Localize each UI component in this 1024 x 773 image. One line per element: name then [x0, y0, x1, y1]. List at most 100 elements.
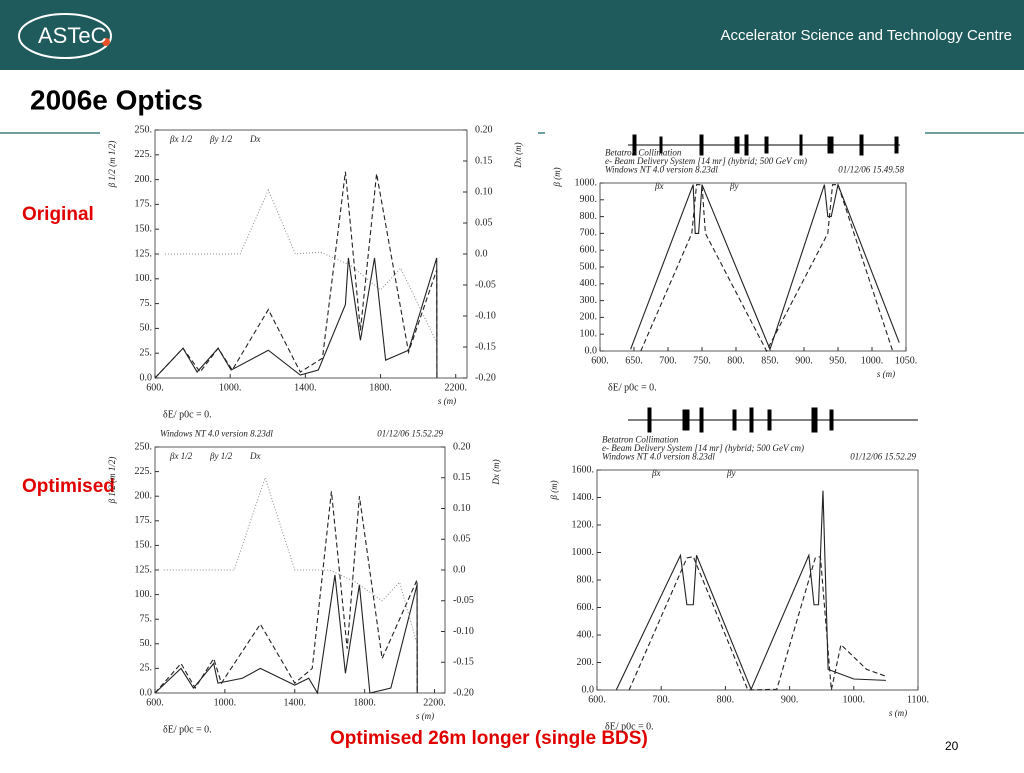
series-line — [154, 491, 418, 694]
y-tick-label: 250. — [135, 441, 153, 452]
series-line — [640, 184, 893, 353]
series-line — [154, 257, 438, 379]
chart-header: Windows NT 4.0 version 8.23dl — [602, 452, 715, 462]
x-tick-label: 800. — [727, 355, 745, 366]
legend-label: Dx — [249, 451, 261, 461]
y2-tick-label: 0.15 — [453, 472, 471, 483]
y-axis-label: β (m) — [552, 167, 562, 187]
chart-header: Betatron Collimation — [602, 435, 679, 445]
y-tick-label: 225. — [135, 466, 153, 477]
y-tick-label: 100. — [135, 273, 153, 284]
series-line — [628, 555, 887, 691]
y-tick-label: 200. — [135, 490, 153, 501]
x-tick-label: 1000. — [861, 355, 884, 366]
timestamp: 01/12/06 15.52.29 — [850, 452, 916, 462]
x-tick-label: 800. — [717, 694, 735, 705]
y-tick-label: 175. — [135, 199, 153, 210]
x-tick-label: 2200. — [444, 382, 467, 393]
legend-label: Dx — [249, 134, 261, 144]
y-axis-label: β 1/2 (m 1/2) — [107, 457, 117, 505]
y-tick-label: 1000. — [575, 177, 598, 188]
series-line — [154, 574, 418, 695]
x-tick-label: 1050. — [895, 355, 918, 366]
x-tick-label: 950. — [829, 355, 847, 366]
legend-label: βy 1/2 — [209, 134, 233, 144]
x-tick-label: 900. — [795, 355, 813, 366]
y-tick-label: 25. — [140, 347, 153, 358]
legend-label: βy — [729, 181, 738, 191]
y-tick-label: 0.0 — [585, 345, 598, 356]
y-tick-label: 600. — [577, 602, 595, 613]
y-tick-label: 200. — [577, 657, 595, 668]
x-tick-label: 900. — [781, 694, 799, 705]
y2-tick-label: -0.15 — [475, 341, 496, 352]
y-tick-label: 0.0 — [140, 372, 153, 383]
y-tick-label: 200. — [135, 174, 153, 185]
y-tick-label: 600. — [580, 244, 598, 255]
y2-tick-label: 0.05 — [453, 534, 471, 545]
y-tick-label: 1000. — [572, 547, 595, 558]
chart-header: Windows NT 4.0 version 8.23dl — [605, 165, 718, 175]
x-tick-label: 1800. — [353, 697, 376, 708]
x-tick-label: 600. — [146, 382, 164, 393]
y-tick-label: 400. — [577, 629, 595, 640]
y2-axis-label: Dx (m) — [491, 459, 501, 485]
x-axis-label: s (m) — [889, 708, 907, 718]
y-tick-label: 0.0 — [140, 687, 153, 698]
y2-tick-label: -0.20 — [475, 372, 496, 383]
row-label: Original — [22, 204, 94, 225]
y-tick-label: 225. — [135, 149, 153, 160]
y-tick-label: 0.0 — [582, 684, 595, 695]
plot-frame — [154, 446, 446, 694]
plot-frame — [596, 469, 919, 691]
x-tick-label: 850. — [761, 355, 779, 366]
y-tick-label: 1200. — [572, 519, 595, 530]
y2-tick-label: -0.05 — [475, 279, 496, 290]
timestamp: 01/12/06 15.52.29 — [377, 429, 443, 439]
y-tick-label: 75. — [140, 613, 153, 624]
y-tick-label: 150. — [135, 540, 153, 551]
series-line — [163, 476, 418, 644]
y2-tick-label: -0.10 — [475, 310, 496, 321]
annotation: δE/ p0c = 0. — [608, 382, 657, 393]
y-tick-label: 1400. — [572, 492, 595, 503]
legend-label: βy — [726, 468, 735, 478]
y-tick-label: 800. — [580, 211, 598, 222]
legend-label: βx 1/2 — [169, 451, 193, 461]
timestamp: 01/12/06 15.49.58 — [838, 165, 904, 175]
annotation: δE/ p0c = 0. — [163, 724, 212, 735]
annotation: δE/ p0c = 0. — [605, 721, 654, 732]
y-tick-label: 175. — [135, 515, 153, 526]
chart-header: Betatron Collimation — [605, 148, 682, 158]
y2-tick-label: -0.20 — [453, 687, 474, 698]
logo: ASTeC — [38, 23, 107, 48]
x-tick-label: 1100. — [907, 694, 929, 705]
y-tick-label: 250. — [135, 124, 153, 135]
x-tick-label: 750. — [693, 355, 711, 366]
x-tick-label: 600. — [588, 694, 606, 705]
x-axis-label: s (m) — [877, 369, 895, 379]
x-tick-label: 1800. — [369, 382, 392, 393]
x-tick-label: 2200. — [423, 697, 446, 708]
slide-title: 2006e Optics — [30, 84, 203, 115]
legend-label: βx 1/2 — [169, 134, 193, 144]
legend-label: βy 1/2 — [209, 451, 233, 461]
y-tick-label: 400. — [580, 278, 598, 289]
y-tick-label: 150. — [135, 223, 153, 234]
y2-tick-label: 0.20 — [475, 124, 493, 135]
annotation: δE/ p0c = 0. — [163, 409, 212, 420]
y-tick-label: 125. — [135, 564, 153, 575]
series-line — [154, 171, 438, 379]
row-label: Optimised — [22, 476, 115, 497]
header-bar — [0, 0, 1024, 70]
x-tick-label: 1400. — [284, 697, 307, 708]
series-line — [164, 188, 437, 341]
y-tick-label: 75. — [140, 298, 153, 309]
y-tick-label: 1600. — [572, 464, 595, 475]
x-tick-label: 600. — [146, 697, 164, 708]
y2-tick-label: -0.05 — [453, 595, 474, 606]
chart-header: e- Beam Delivery System [14 mr] (hybrid;… — [605, 156, 807, 166]
y2-axis-label: Dx (m) — [513, 142, 523, 168]
chart-header: e- Beam Delivery System [14 mr] (hybrid;… — [602, 443, 804, 453]
y-tick-label: 100. — [135, 589, 153, 600]
